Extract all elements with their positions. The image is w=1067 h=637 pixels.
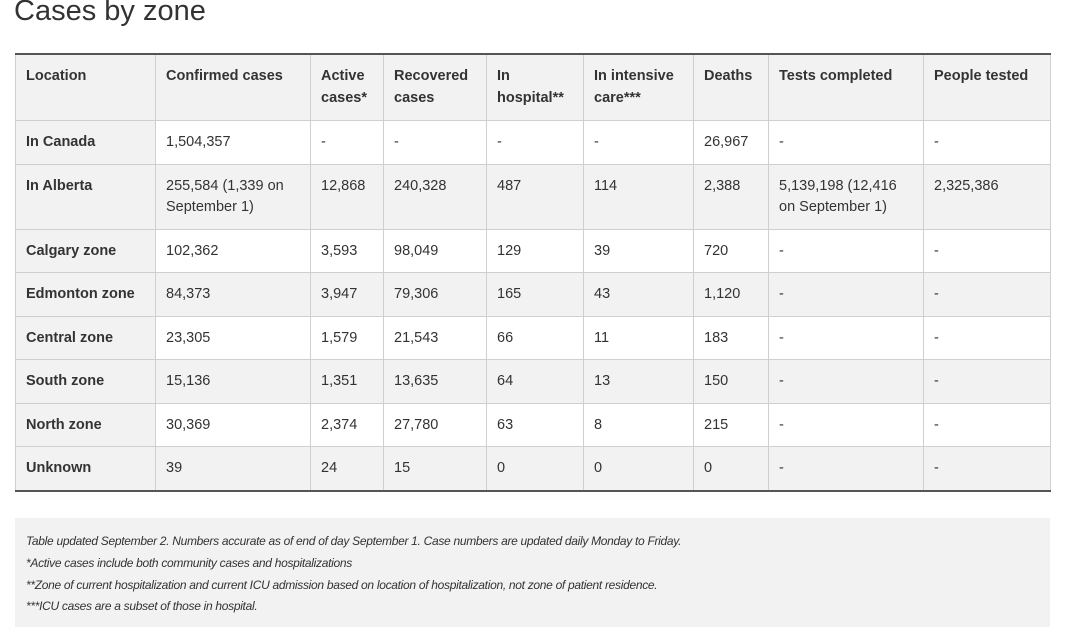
cell-confirmed: 15,136 (155, 359, 311, 404)
row-location: In Canada (15, 120, 156, 165)
row-location: South zone (15, 359, 156, 404)
cell-confirmed: 23,305 (155, 315, 311, 360)
cell-deaths: 1,120 (693, 272, 769, 317)
row-location: Central zone (15, 315, 156, 360)
cell-confirmed: 39 (155, 446, 311, 492)
cell-active: 1,579 (310, 315, 384, 360)
cell-confirmed: 1,504,357 (155, 120, 311, 165)
cell-tests: - (768, 446, 924, 492)
table-row: Calgary zone 102,362 3,593 98,049 129 39… (15, 228, 1051, 273)
cell-deaths: 720 (693, 228, 769, 273)
cell-confirmed: 255,584 (1,339 on September 1) (155, 163, 311, 230)
cell-icu: 0 (583, 446, 694, 492)
cell-hospital: - (486, 120, 584, 165)
cell-people-tested: - (923, 272, 1051, 317)
cell-people-tested: - (923, 120, 1051, 165)
table-row: North zone 30,369 2,374 27,780 63 8 215 … (15, 402, 1051, 447)
cell-recovered: - (383, 120, 487, 165)
footnote-icu: ***ICU cases are a subset of those in ho… (26, 599, 258, 614)
cell-tests: - (768, 272, 924, 317)
cell-people-tested: - (923, 228, 1051, 273)
cell-confirmed: 102,362 (155, 228, 311, 273)
table-row: South zone 15,136 1,351 13,635 64 13 150… (15, 359, 1051, 404)
cell-recovered: 13,635 (383, 359, 487, 404)
cell-people-tested: - (923, 446, 1051, 492)
cell-active: 3,947 (310, 272, 384, 317)
cell-active: 3,593 (310, 228, 384, 273)
cell-active: 2,374 (310, 402, 384, 447)
header-intensive-care: In intensive care*** (583, 53, 694, 121)
cell-recovered: 21,543 (383, 315, 487, 360)
header-location: Location (15, 53, 156, 121)
cell-icu: 43 (583, 272, 694, 317)
cell-recovered: 15 (383, 446, 487, 492)
cell-recovered: 240,328 (383, 163, 487, 230)
cell-deaths: 26,967 (693, 120, 769, 165)
footnote-hospitalization: **Zone of current hospitalization and cu… (26, 577, 658, 592)
cell-tests: - (768, 228, 924, 273)
page-title: Cases by zone (14, 0, 206, 27)
row-location: Unknown (15, 446, 156, 492)
cell-people-tested: - (923, 315, 1051, 360)
cell-recovered: 98,049 (383, 228, 487, 273)
cell-hospital: 64 (486, 359, 584, 404)
cell-tests: - (768, 315, 924, 360)
cell-people-tested: 2,325,386 (923, 163, 1051, 230)
header-in-hospital: In hospital** (486, 53, 584, 121)
cell-tests: - (768, 402, 924, 447)
cell-hospital: 0 (486, 446, 584, 492)
cell-tests: - (768, 120, 924, 165)
cell-hospital: 487 (486, 163, 584, 230)
cell-icu: 114 (583, 163, 694, 230)
header-deaths: Deaths (693, 53, 769, 121)
table-row: In Canada 1,504,357 - - - - 26,967 - - (15, 120, 1051, 165)
table-footnotes: Table updated September 2. Numbers accur… (15, 518, 1050, 627)
table-header-row: Location Confirmed cases Active cases* R… (15, 53, 1051, 121)
row-location: Edmonton zone (15, 272, 156, 317)
row-location: North zone (15, 402, 156, 447)
cell-icu: - (583, 120, 694, 165)
table-row: Edmonton zone 84,373 3,947 79,306 165 43… (15, 272, 1051, 317)
cell-people-tested: - (923, 359, 1051, 404)
cell-deaths: 150 (693, 359, 769, 404)
header-people-tested: People tested (923, 53, 1051, 121)
header-recovered-cases: Recovered cases (383, 53, 487, 121)
cell-icu: 39 (583, 228, 694, 273)
cell-hospital: 63 (486, 402, 584, 447)
cell-active: 1,351 (310, 359, 384, 404)
cell-deaths: 215 (693, 402, 769, 447)
footnote-active-cases: *Active cases include both community cas… (26, 555, 352, 570)
table-row: Unknown 39 24 15 0 0 0 - - (15, 446, 1051, 492)
header-tests-completed: Tests completed (768, 53, 924, 121)
header-confirmed-cases: Confirmed cases (155, 53, 311, 121)
cell-active: 24 (310, 446, 384, 492)
cell-active: 12,868 (310, 163, 384, 230)
cell-confirmed: 84,373 (155, 272, 311, 317)
cell-tests: - (768, 359, 924, 404)
table-row: In Alberta 255,584 (1,339 on September 1… (15, 163, 1051, 230)
row-location: Calgary zone (15, 228, 156, 273)
cell-recovered: 79,306 (383, 272, 487, 317)
update-note: Table updated September 2. Numbers accur… (26, 534, 682, 548)
cell-icu: 8 (583, 402, 694, 447)
table-row: Central zone 23,305 1,579 21,543 66 11 1… (15, 315, 1051, 360)
cell-people-tested: - (923, 402, 1051, 447)
cell-active: - (310, 120, 384, 165)
row-location: In Alberta (15, 163, 156, 230)
cell-hospital: 66 (486, 315, 584, 360)
cell-deaths: 183 (693, 315, 769, 360)
cell-hospital: 165 (486, 272, 584, 317)
cell-deaths: 2,388 (693, 163, 769, 230)
cell-recovered: 27,780 (383, 402, 487, 447)
cell-hospital: 129 (486, 228, 584, 273)
cell-deaths: 0 (693, 446, 769, 492)
cell-icu: 11 (583, 315, 694, 360)
cell-confirmed: 30,369 (155, 402, 311, 447)
cell-tests: 5,139,198 (12,416 on September 1) (768, 163, 924, 230)
header-active-cases: Active cases* (310, 53, 384, 121)
cases-table: Location Confirmed cases Active cases* R… (15, 53, 1051, 492)
cell-icu: 13 (583, 359, 694, 404)
